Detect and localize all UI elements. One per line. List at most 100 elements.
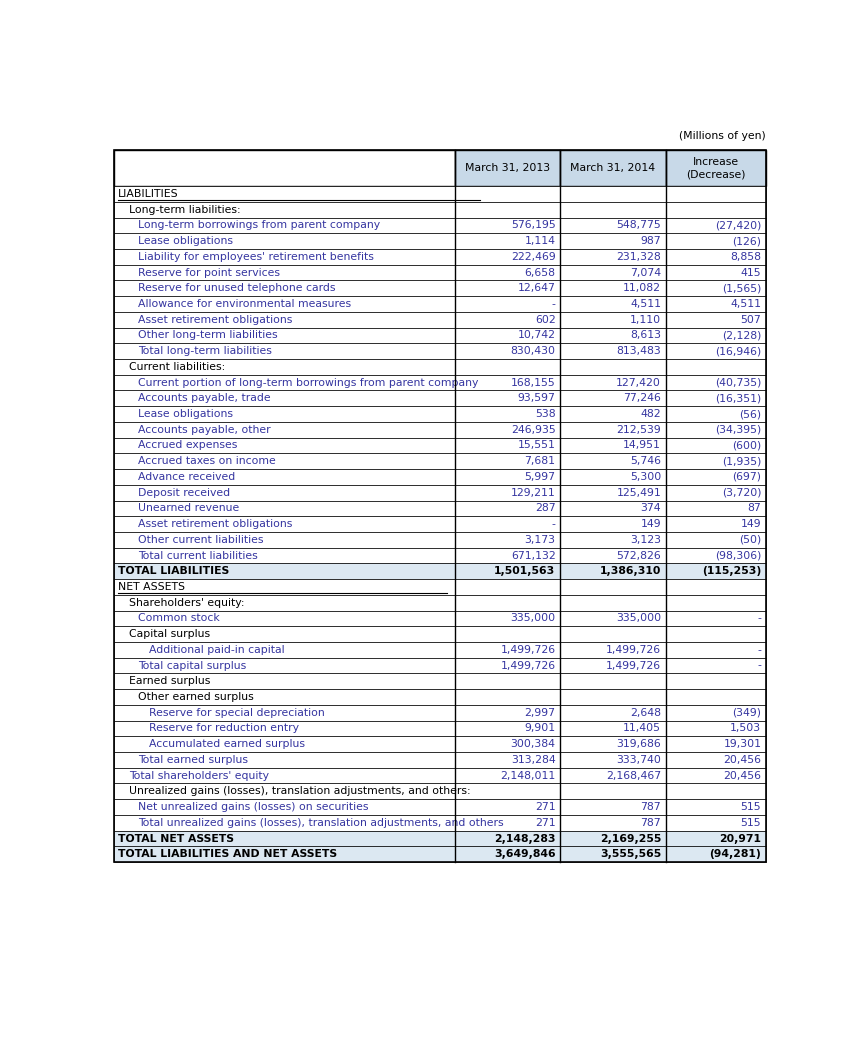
Bar — [560, 343, 665, 359]
Bar — [560, 673, 665, 689]
Text: 11,405: 11,405 — [623, 723, 661, 734]
Text: (56): (56) — [740, 409, 762, 419]
Text: Capital surplus: Capital surplus — [129, 629, 210, 639]
Bar — [665, 453, 766, 469]
Bar — [560, 406, 665, 422]
Bar — [560, 485, 665, 500]
Bar — [114, 846, 454, 862]
Text: (16,351): (16,351) — [715, 394, 762, 403]
Text: Increase
(Decrease): Increase (Decrease) — [686, 157, 745, 179]
Text: Total current liabilities: Total current liabilities — [138, 551, 258, 560]
Text: 602: 602 — [534, 315, 556, 325]
Text: 222,469: 222,469 — [511, 252, 556, 262]
Text: Accounts payable, other: Accounts payable, other — [138, 425, 271, 435]
Bar — [665, 767, 766, 783]
Bar — [114, 485, 454, 500]
Text: 374: 374 — [641, 504, 661, 513]
Bar — [454, 563, 560, 579]
Bar — [665, 815, 766, 830]
Text: 87: 87 — [747, 504, 762, 513]
Bar — [560, 186, 665, 202]
Text: 2,168,467: 2,168,467 — [606, 771, 661, 781]
Text: 149: 149 — [641, 519, 661, 529]
Text: (115,253): (115,253) — [702, 566, 762, 576]
Bar — [665, 281, 766, 296]
Bar — [560, 422, 665, 438]
Text: Long-term borrowings from parent company: Long-term borrowings from parent company — [138, 221, 380, 230]
Bar — [114, 312, 454, 328]
Text: 1,499,726: 1,499,726 — [606, 645, 661, 654]
Text: (16,946): (16,946) — [715, 347, 762, 356]
Text: 572,826: 572,826 — [616, 551, 661, 560]
Text: 5,997: 5,997 — [524, 472, 556, 482]
Bar — [454, 469, 560, 485]
Bar — [114, 150, 766, 862]
Text: 335,000: 335,000 — [616, 614, 661, 623]
Text: (697): (697) — [732, 472, 762, 482]
Text: 4,511: 4,511 — [730, 299, 762, 309]
Bar — [454, 658, 560, 673]
Text: Shareholders' equity:: Shareholders' equity: — [129, 598, 244, 607]
Bar — [454, 453, 560, 469]
Text: 2,148,283: 2,148,283 — [494, 833, 556, 844]
Bar — [665, 516, 766, 532]
Bar — [665, 249, 766, 265]
Text: Reserve for point services: Reserve for point services — [138, 268, 280, 277]
Text: Asset retirement obligations: Asset retirement obligations — [138, 519, 293, 529]
Bar — [454, 783, 560, 799]
Text: Current liabilities:: Current liabilities: — [129, 362, 225, 372]
Text: -: - — [757, 614, 762, 623]
Bar — [114, 453, 454, 469]
Text: 2,169,255: 2,169,255 — [600, 833, 661, 844]
Text: TOTAL LIABILITIES: TOTAL LIABILITIES — [118, 566, 230, 576]
Bar — [114, 736, 454, 752]
Text: March 31, 2013: March 31, 2013 — [465, 163, 550, 173]
Text: Accounts payable, trade: Accounts payable, trade — [138, 394, 271, 403]
Bar — [114, 391, 454, 406]
Bar — [560, 563, 665, 579]
Bar — [454, 328, 560, 343]
Bar — [560, 626, 665, 642]
Text: Other long-term liabilities: Other long-term liabilities — [138, 331, 277, 340]
Text: 333,740: 333,740 — [616, 755, 661, 765]
Bar — [114, 752, 454, 767]
Text: Additional paid-in capital: Additional paid-in capital — [149, 645, 284, 654]
Bar — [114, 469, 454, 485]
Bar — [665, 673, 766, 689]
Bar — [114, 689, 454, 705]
Text: 7,074: 7,074 — [630, 268, 661, 277]
Text: 830,430: 830,430 — [511, 347, 556, 356]
Text: 11,082: 11,082 — [623, 284, 661, 293]
Text: 20,971: 20,971 — [719, 833, 762, 844]
Text: 987: 987 — [641, 237, 661, 246]
Text: 12,647: 12,647 — [517, 284, 556, 293]
Bar — [665, 422, 766, 438]
Text: 271: 271 — [535, 802, 556, 812]
Bar — [665, 705, 766, 720]
Text: Total shareholders' equity: Total shareholders' equity — [129, 771, 269, 781]
Text: 3,555,565: 3,555,565 — [600, 849, 661, 860]
Bar — [665, 485, 766, 500]
Bar — [454, 815, 560, 830]
Bar — [454, 281, 560, 296]
Bar — [454, 422, 560, 438]
Text: 231,328: 231,328 — [616, 252, 661, 262]
Bar — [454, 359, 560, 375]
Bar — [665, 830, 766, 846]
Bar — [665, 469, 766, 485]
Bar — [665, 218, 766, 233]
Text: 4,511: 4,511 — [630, 299, 661, 309]
Text: 3,173: 3,173 — [524, 535, 556, 544]
Bar — [560, 532, 665, 548]
Text: Lease obligations: Lease obligations — [138, 237, 233, 246]
Bar — [114, 438, 454, 453]
Text: 415: 415 — [740, 268, 762, 277]
Text: 287: 287 — [535, 504, 556, 513]
Bar — [454, 642, 560, 658]
Bar — [114, 422, 454, 438]
Text: Total capital surplus: Total capital surplus — [138, 661, 246, 670]
Bar — [560, 453, 665, 469]
Bar — [665, 579, 766, 595]
Text: 300,384: 300,384 — [511, 739, 556, 750]
Text: Net unrealized gains (losses) on securities: Net unrealized gains (losses) on securit… — [138, 802, 368, 812]
